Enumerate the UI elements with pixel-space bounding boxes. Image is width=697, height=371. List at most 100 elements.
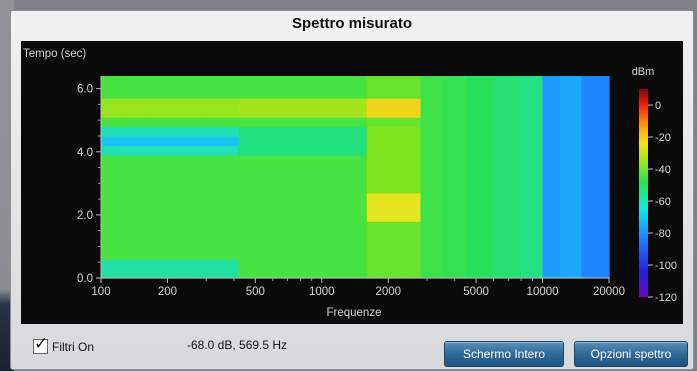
- colorbar-tick-label: 0: [655, 100, 661, 112]
- heatmap-cell: [581, 240, 610, 251]
- heatmap-cell: [466, 221, 495, 232]
- heatmap-cell: [354, 117, 368, 128]
- heatmap-cell: [272, 76, 301, 90]
- heatmap-cell: [354, 259, 368, 270]
- heatmap-cell: [272, 202, 301, 213]
- heatmap-cell: [146, 192, 169, 203]
- heatmap-cell: [126, 230, 147, 241]
- heatmap-cell: [388, 192, 403, 203]
- heatmap-cell: [542, 126, 561, 137]
- heatmap-cell: [238, 230, 274, 241]
- heatmap-cell: [441, 249, 467, 260]
- heatmap-cell: [441, 154, 467, 165]
- heatmap-cell: [206, 268, 240, 279]
- heatmap-cell: [321, 117, 340, 128]
- heatmap-cell: [466, 230, 495, 241]
- heatmap-cell: [581, 107, 610, 118]
- heatmap-cell: [542, 211, 561, 222]
- heatmap-cell: [366, 88, 379, 99]
- heatmap-cell: [401, 249, 422, 260]
- heatmap-cell: [321, 145, 340, 156]
- heatmap-cell: [366, 192, 379, 203]
- heatmap-cell: [238, 192, 274, 203]
- heatmap-cell: [101, 173, 127, 184]
- heatmap-cell: [581, 173, 610, 184]
- heatmap-cell: [126, 192, 147, 203]
- heatmap-cell: [542, 154, 561, 165]
- heatmap-cell: [441, 240, 467, 251]
- heatmap-cell: [146, 268, 169, 279]
- heatmap-cell: [354, 211, 368, 222]
- heatmap-cell: [101, 88, 127, 99]
- heatmap-cell: [167, 230, 207, 241]
- colorbar-tick-label: -100: [655, 260, 677, 272]
- colorbar: [639, 89, 648, 297]
- heatmap-cell: [300, 173, 323, 184]
- filter-toggle[interactable]: ✓ Filtri On: [33, 335, 94, 354]
- heatmap-cell: [560, 164, 582, 175]
- heatmap-cell: [272, 136, 301, 147]
- heatmap-cell: [560, 126, 582, 137]
- heatmap-cell: [146, 117, 169, 128]
- heatmap-cell: [560, 183, 582, 194]
- heatmap-cell: [126, 126, 147, 137]
- heatmap-cell: [146, 183, 169, 194]
- heatmap-cell: [466, 173, 495, 184]
- heatmap-cell: [581, 117, 610, 128]
- heatmap-cell: [366, 107, 379, 118]
- heatmap-cell: [388, 230, 403, 241]
- heatmap-cell: [560, 145, 582, 156]
- heatmap-cell: [388, 240, 403, 251]
- heatmap-cell: [401, 230, 422, 241]
- heatmap-cell: [378, 173, 389, 184]
- heatmap-cell: [238, 240, 274, 251]
- heatmap-cell: [388, 98, 403, 109]
- heatmap-cell: [167, 88, 207, 99]
- heatmap-cell: [321, 268, 340, 279]
- heatmap-cell: [321, 202, 340, 213]
- heatmap-cell: [206, 145, 240, 156]
- heatmap-cell: [101, 107, 127, 118]
- heatmap-cell: [521, 76, 544, 90]
- heatmap-cell: [466, 107, 495, 118]
- heatmap-cell: [493, 145, 522, 156]
- heatmap-cell: [466, 117, 495, 128]
- heatmap-cell: [378, 183, 389, 194]
- heatmap-cell: [339, 240, 355, 251]
- heatmap-cell: [126, 136, 147, 147]
- heatmap-cell: [321, 192, 340, 203]
- x-tick-label: 100: [91, 286, 110, 298]
- filter-checkbox-label: Filtri On: [52, 339, 94, 354]
- heatmap-cell: [146, 173, 169, 184]
- heatmap-cell: [366, 249, 379, 260]
- heatmap-cell: [441, 268, 467, 279]
- heatmap-cell: [542, 230, 561, 241]
- heatmap-cell: [560, 192, 582, 203]
- heatmap-cell: [146, 211, 169, 222]
- heatmap-cell: [321, 88, 340, 99]
- heatmap-cell: [521, 268, 544, 279]
- filter-checkbox[interactable]: ✓: [33, 335, 48, 354]
- heatmap-cell: [206, 98, 240, 109]
- heatmap-cell: [401, 221, 422, 232]
- fullscreen-button[interactable]: Schermo Intero: [444, 341, 564, 367]
- heatmap-cell: [378, 259, 389, 270]
- heatmap-cell: [126, 211, 147, 222]
- heatmap-cell: [420, 173, 443, 184]
- spectrum-options-button[interactable]: Opzioni spettro: [574, 341, 688, 367]
- heatmap-cell: [101, 154, 127, 165]
- heatmap-cell: [206, 107, 240, 118]
- heatmap-cell: [493, 117, 522, 128]
- heatmap-cell: [542, 117, 561, 128]
- heatmap-cell: [300, 192, 323, 203]
- heatmap-cell: [126, 259, 147, 270]
- heatmap-cell: [493, 164, 522, 175]
- heatmap-cell: [321, 240, 340, 251]
- heatmap-cell: [420, 126, 443, 137]
- heatmap-cell: [300, 136, 323, 147]
- heatmap-cell: [206, 240, 240, 251]
- heatmap-cell: [493, 192, 522, 203]
- heatmap-cell: [167, 164, 207, 175]
- heatmap-cell: [493, 268, 522, 279]
- heatmap-cell: [441, 145, 467, 156]
